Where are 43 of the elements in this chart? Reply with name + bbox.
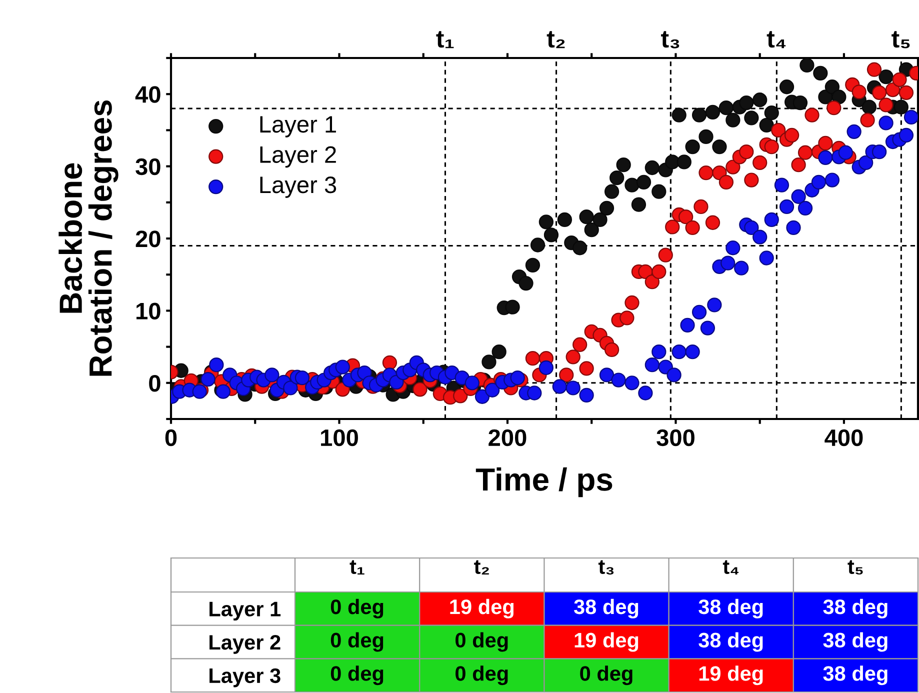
x-tick-label: 400	[824, 429, 863, 446]
ref-line-label: t₃	[661, 31, 680, 48]
ref-line-label: t₁	[436, 31, 454, 48]
x-tick-label: t₅	[848, 560, 863, 575]
y-tick-label: Layer 2	[210, 635, 280, 654]
ref-line-label: t₄	[766, 31, 786, 48]
y-tick-label: 20	[136, 230, 160, 248]
ref-line-label: t₅	[892, 31, 910, 48]
data-label: 38 deg	[823, 632, 888, 652]
x-tick-label: t₁	[350, 560, 364, 574]
data-label: 19 deg	[450, 598, 514, 618]
x-tick-label: 0	[165, 429, 177, 446]
data-label: 0 deg	[580, 666, 632, 686]
data-label: 0 deg	[330, 598, 384, 618]
x-axis-title: Time / ps	[476, 467, 612, 498]
x-tick-label: 200	[488, 429, 526, 446]
data-label: 0 deg	[456, 632, 508, 652]
data-label: 38 deg	[823, 598, 888, 618]
legend-label: Layer 3	[260, 176, 336, 198]
x-tick-label: 300	[656, 429, 694, 446]
data-label: 38 deg	[574, 598, 638, 618]
data-label: 38 deg	[698, 598, 763, 618]
x-tick-label: t₃	[598, 560, 614, 575]
y-tick-label: 30	[136, 158, 160, 176]
x-tick-label: t₂	[474, 560, 489, 574]
y-tick-label: 10	[136, 302, 160, 320]
x-tick-label: t₄	[722, 560, 739, 574]
legend-label: Layer 1	[260, 116, 336, 138]
data-label: 0 deg	[330, 666, 384, 686]
y-tick-label: 0	[149, 374, 160, 392]
x-tick-label: 100	[321, 429, 358, 446]
data-label: 38 deg	[698, 632, 763, 652]
legend-label: Layer 2	[260, 146, 336, 168]
ref-line-label: t₂	[546, 31, 565, 48]
y-tick-label: Layer 3	[210, 668, 280, 688]
y-axis-title: Backbone Rotation / degrees	[58, 100, 118, 376]
y-tick-label: 40	[135, 86, 160, 103]
data-label: 38 deg	[823, 666, 888, 686]
data-label: 0 deg	[330, 632, 384, 652]
data-label: 19 deg	[574, 632, 638, 652]
data-label: 19 deg	[699, 666, 763, 686]
y-tick-label: Layer 1	[210, 602, 281, 621]
data-label: 0 deg	[456, 666, 508, 686]
